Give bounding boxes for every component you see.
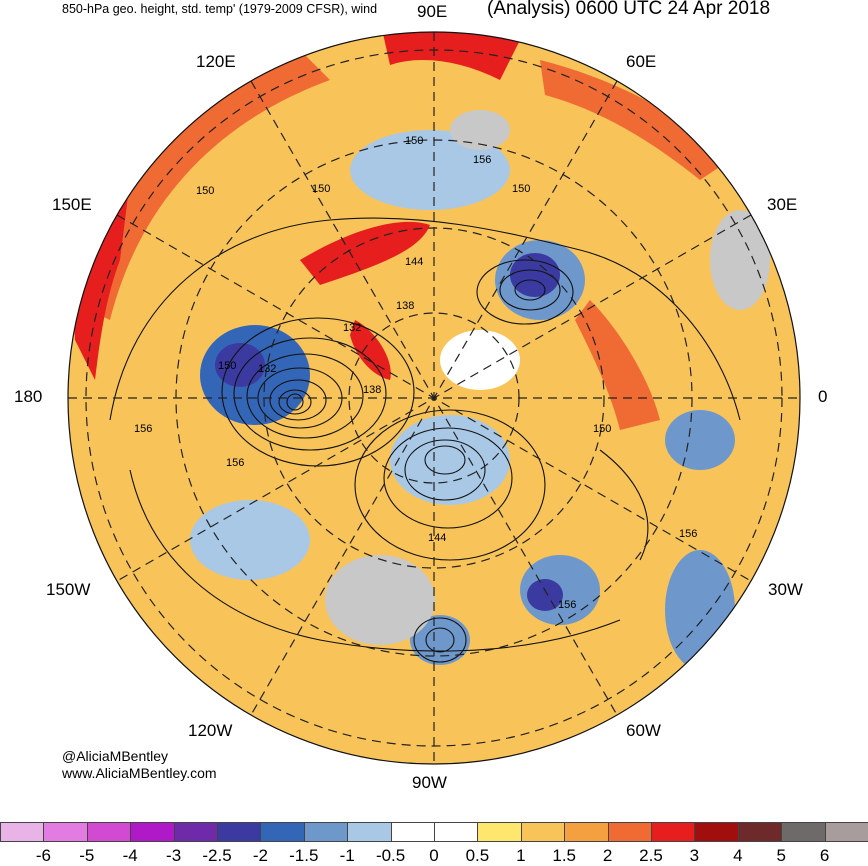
lon-label-150w: 150W	[46, 580, 91, 599]
colorbar-tick-label: -2.5	[202, 846, 232, 865]
lon-label-120w: 120W	[188, 721, 233, 740]
contour-label: 156	[226, 457, 244, 469]
credit-handle: @AliciaMBentley	[62, 748, 169, 764]
colorbar-tick-label: 3	[689, 846, 700, 865]
colorbar-swatch	[390, 822, 435, 842]
lon-label-150e: 150E	[52, 195, 92, 214]
contour-label: 150	[405, 135, 423, 147]
lon-label-180: 180	[14, 387, 43, 406]
contour-label: 150	[593, 423, 611, 435]
contour-label: 156	[473, 154, 491, 166]
colorbar-swatch	[824, 822, 868, 842]
colorbar-swatch	[477, 822, 522, 842]
colorbar-tick-label: -4	[122, 846, 138, 865]
colorbar-swatch	[564, 822, 609, 842]
colorbar-swatch	[737, 822, 783, 842]
contour-label: 144	[405, 256, 423, 268]
lon-label-60e: 60E	[626, 52, 657, 71]
colorbar	[0, 822, 868, 844]
contour-label: 132	[258, 363, 276, 375]
colorbar-tick-label: 6	[819, 846, 830, 865]
colorbar-tick-label: 5	[776, 846, 786, 865]
colorbar-tick-label: -1.5	[289, 846, 319, 865]
colorbar-tick-label: -6	[35, 846, 51, 865]
colorbar-swatch	[694, 822, 739, 842]
colorbar-tick-label: 1.5	[552, 846, 577, 865]
colorbar-swatch	[260, 822, 305, 842]
colorbar-swatch	[173, 822, 218, 842]
colorbar-swatch	[217, 822, 262, 842]
colorbar-tick-label: -3	[166, 846, 182, 865]
colorbar-tick-label: 0.5	[465, 846, 490, 865]
map-title: 850-hPa geo. height, std. temp' (1979-20…	[62, 2, 378, 16]
colorbar-tick-label: 0	[429, 846, 439, 865]
colorbar-swatch	[130, 822, 175, 842]
lon-label-30e: 30E	[767, 195, 798, 214]
contour-label: 150	[512, 183, 530, 195]
colorbar-swatch	[0, 822, 45, 842]
colorbar-tick-label: 2.5	[639, 846, 663, 865]
colorbar-swatch	[347, 822, 392, 842]
colorbar-swatch	[520, 822, 566, 842]
contour-label: 156	[134, 423, 152, 435]
colorbar-swatch	[43, 822, 88, 842]
lon-label-30w: 30W	[768, 580, 803, 599]
colorbar-tick-label: -5	[79, 846, 95, 865]
colorbar-swatch	[434, 822, 479, 842]
colorbar-tick-label: -1	[339, 846, 355, 865]
lon-label-90e: 90E	[417, 2, 448, 21]
colorbar-tick-label: -0.5	[375, 846, 406, 865]
colorbar-tick-label: 1	[516, 846, 526, 865]
graticule	[68, 32, 800, 764]
contour-label: 150	[312, 183, 330, 195]
contour-label: 132	[343, 322, 361, 334]
height-contours	[109, 217, 741, 663]
valid-time-title: (Analysis) 0600 UTC 24 Apr 2018	[487, 0, 771, 19]
colorbar-tick-label: 2	[602, 846, 613, 865]
lon-label-60w: 60W	[626, 721, 661, 740]
contour-label: 156	[679, 528, 697, 540]
lon-label-90w: 90W	[412, 773, 447, 792]
contour-label: 150	[196, 185, 214, 197]
colorbar-swatch	[781, 822, 826, 842]
credit-website: www.AliciaMBentley.com	[62, 765, 217, 781]
lon-label-120e: 120E	[196, 52, 236, 71]
colorbar-tick-label: 4	[733, 846, 743, 865]
lon-label-0: 0	[818, 387, 828, 406]
colorbar-tick-label: -2	[252, 846, 268, 865]
contour-label: 138	[396, 300, 414, 312]
contour-label: 138	[363, 384, 381, 396]
contour-label: 150	[218, 360, 236, 372]
colorbar-swatch	[651, 822, 696, 842]
colorbar-swatch	[607, 822, 652, 842]
contour-label: 156	[558, 599, 576, 611]
map-border	[67, 31, 801, 765]
colorbar-swatch	[303, 822, 349, 842]
contour-label: 144	[428, 532, 446, 544]
colorbar-swatch	[86, 822, 132, 842]
